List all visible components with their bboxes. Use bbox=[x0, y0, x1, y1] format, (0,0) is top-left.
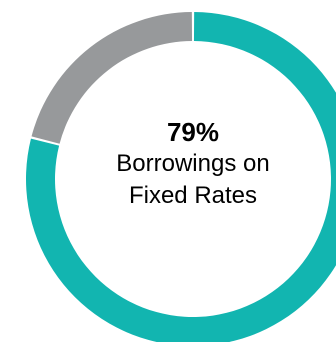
center-caption-line1: Borrowings on bbox=[116, 150, 270, 177]
center-caption-line2: Fixed Rates bbox=[128, 182, 258, 209]
donut-slice-remainder bbox=[31, 12, 193, 144]
center-label: 79% Borrowings on Fixed Rates bbox=[43, 116, 336, 212]
center-percentage: 79% bbox=[166, 117, 220, 147]
